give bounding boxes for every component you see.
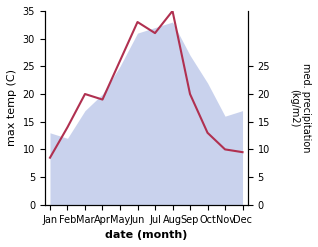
X-axis label: date (month): date (month): [105, 230, 187, 240]
Y-axis label: max temp (C): max temp (C): [7, 69, 17, 146]
Y-axis label: med. precipitation
(kg/m2): med. precipitation (kg/m2): [289, 63, 311, 153]
